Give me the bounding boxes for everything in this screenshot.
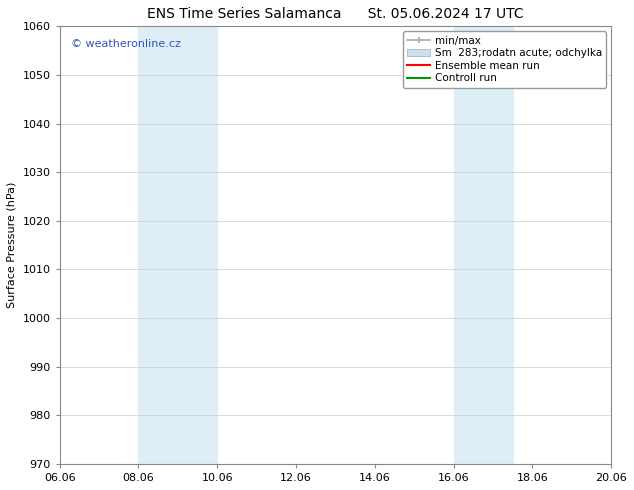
- Bar: [138, 26, 217, 464]
- Y-axis label: Surface Pressure (hPa): Surface Pressure (hPa): [7, 182, 17, 308]
- Text: © weatheronline.cz: © weatheronline.cz: [70, 39, 181, 49]
- Title: ENS Time Series Salamanca      St. 05.06.2024 17 UTC: ENS Time Series Salamanca St. 05.06.2024…: [147, 7, 524, 21]
- Bar: [453, 26, 513, 464]
- Legend: min/max, Sm  283;rodatn acute; odchylka, Ensemble mean run, Controll run: min/max, Sm 283;rodatn acute; odchylka, …: [403, 31, 606, 88]
